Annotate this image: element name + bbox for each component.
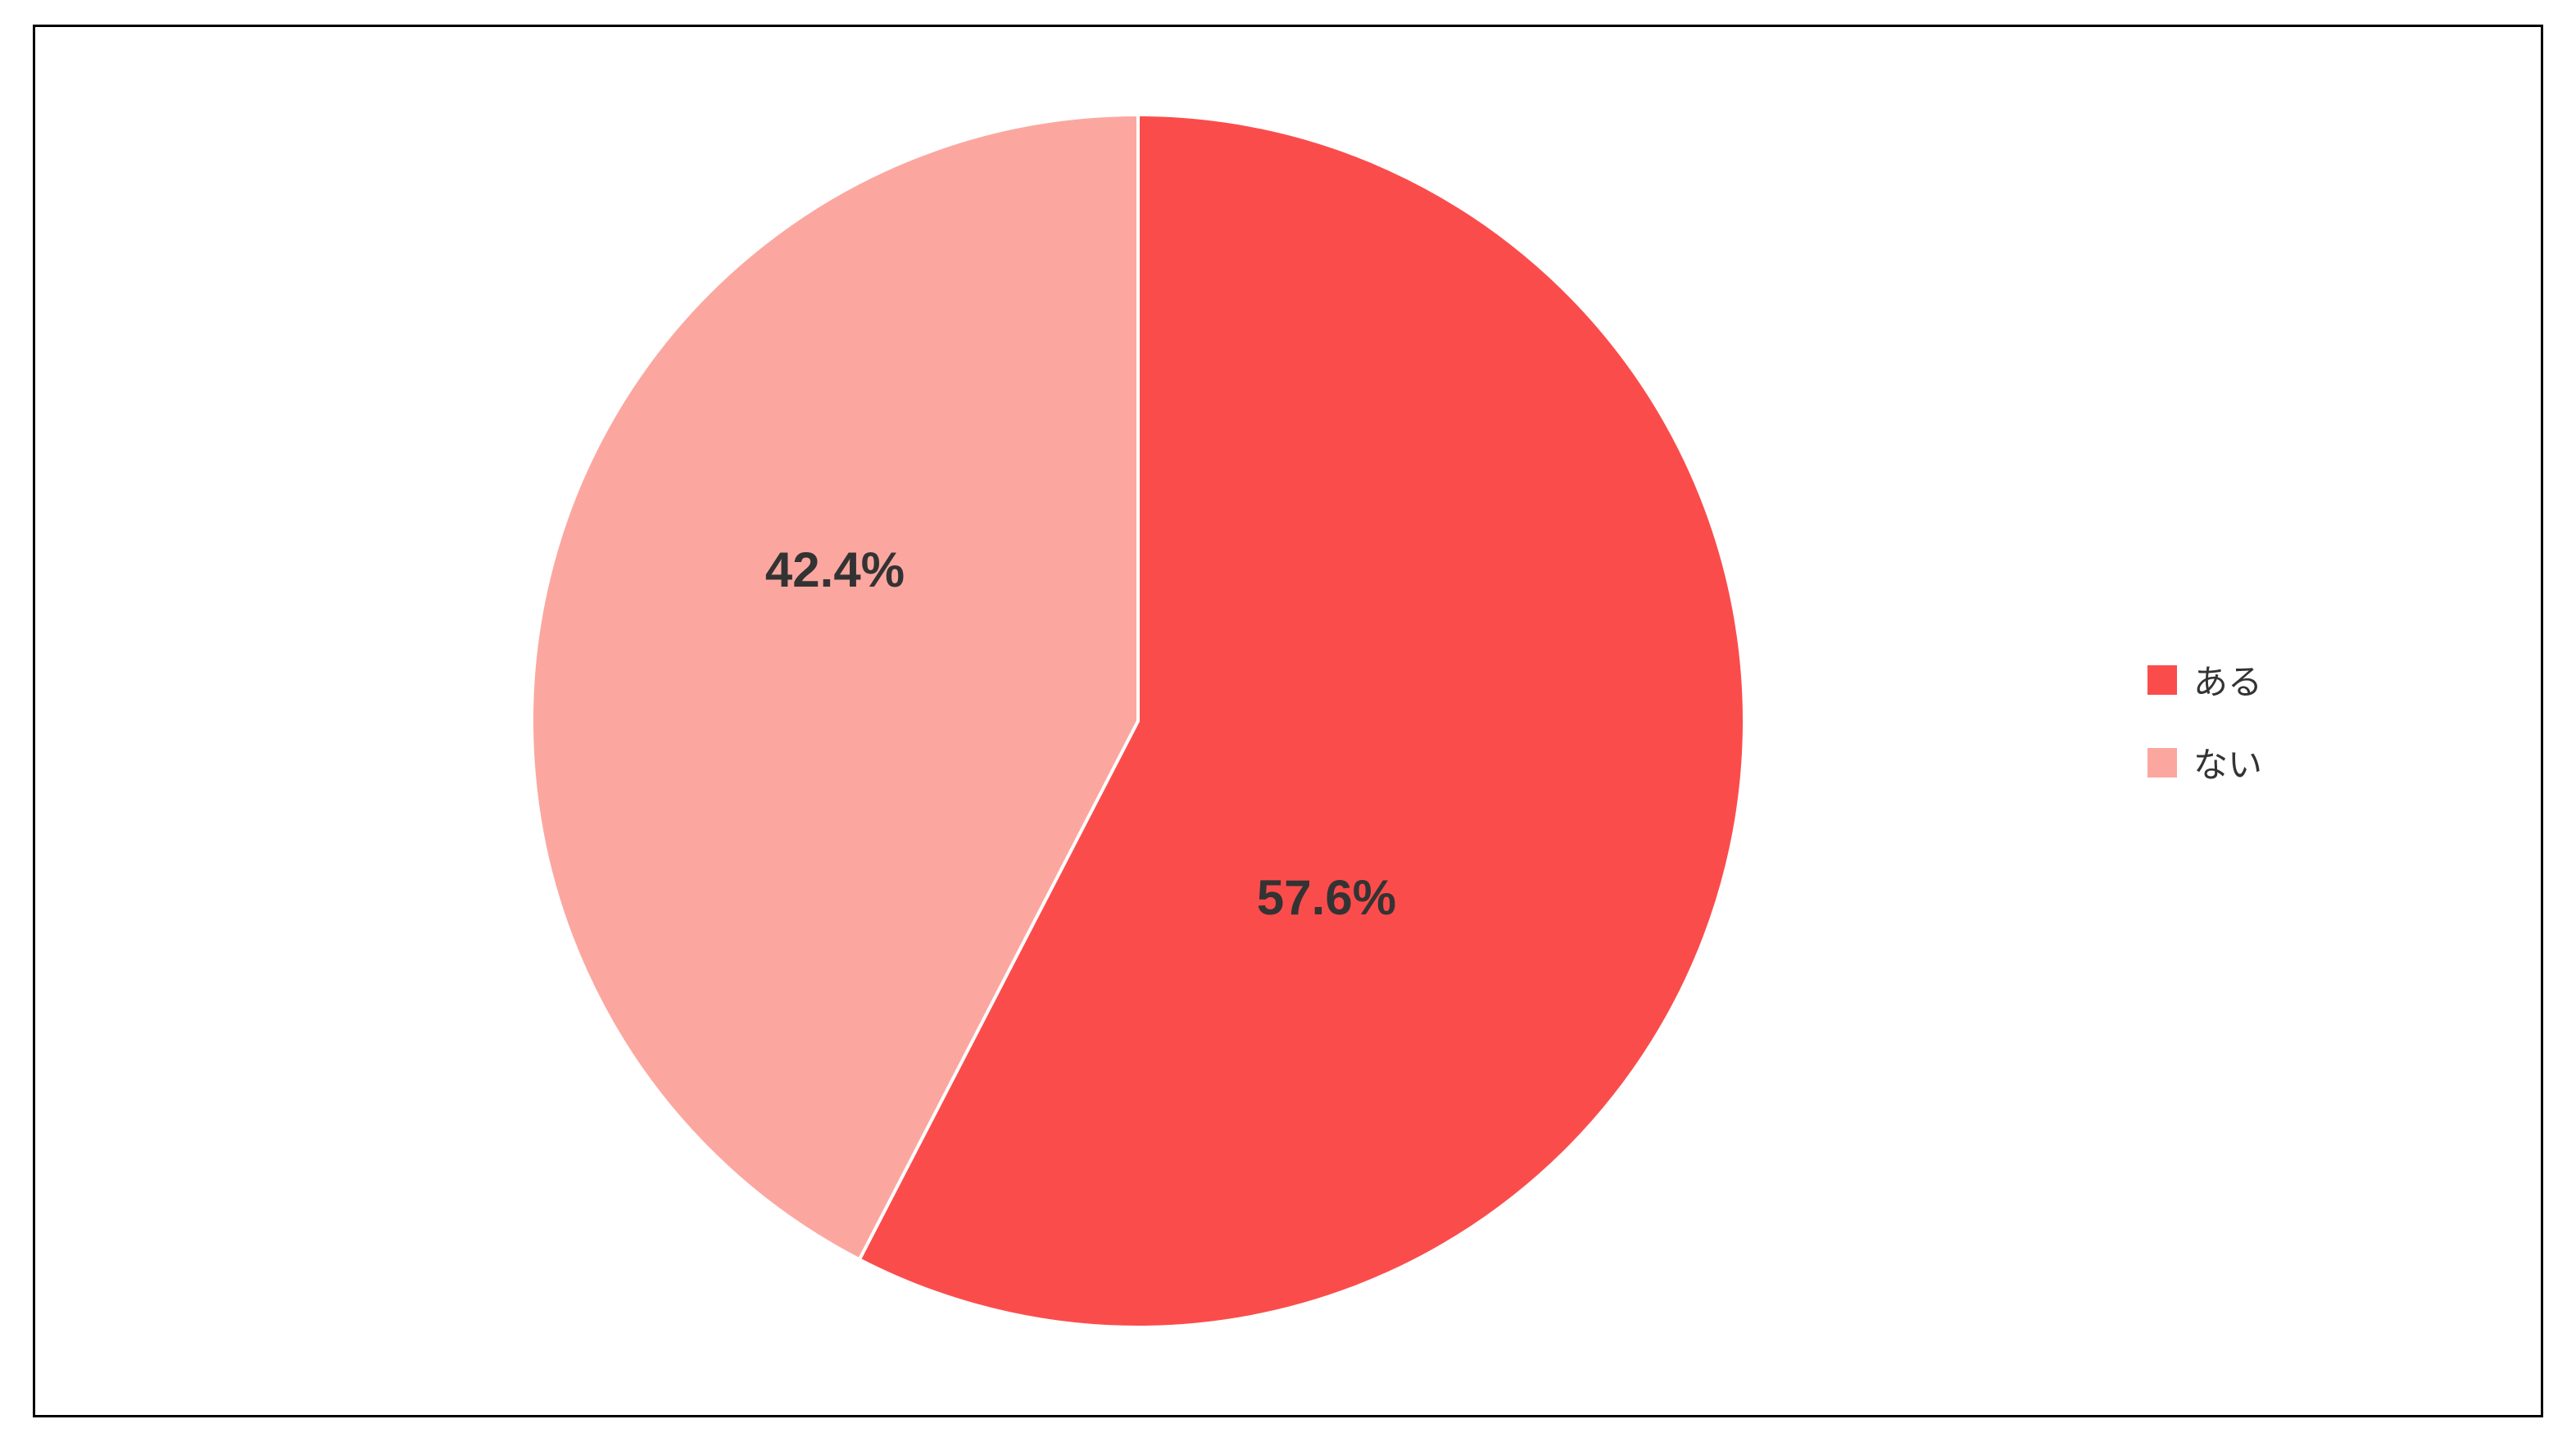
legend-item-0: ある — [2147, 655, 2262, 705]
legend: あるない — [2147, 655, 2262, 787]
legend-label-0: ある — [2193, 655, 2262, 705]
legend-swatch-1 — [2147, 748, 2177, 778]
legend-swatch-0 — [2147, 665, 2177, 695]
slice-label-1: 42.4% — [764, 542, 904, 597]
pie-chart: 57.6% 42.4% — [442, 66, 1834, 1376]
legend-item-1: ない — [2147, 737, 2262, 787]
legend-label-1: ない — [2193, 737, 2262, 787]
slice-label-0: 57.6% — [1256, 870, 1395, 925]
chart-frame: 57.6% 42.4% あるない — [33, 25, 2543, 1417]
